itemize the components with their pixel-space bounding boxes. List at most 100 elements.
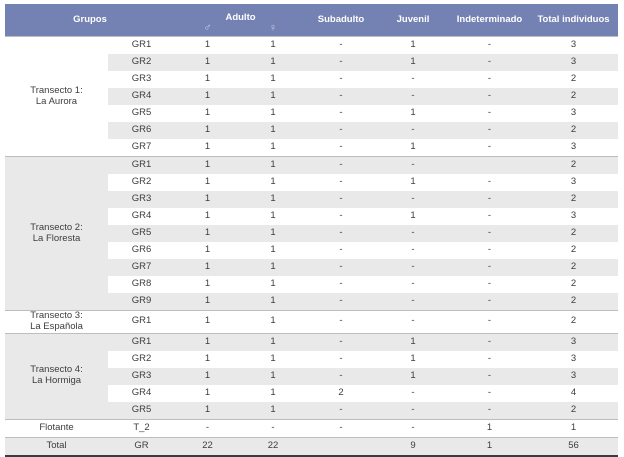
value-cell: 1	[240, 367, 307, 385]
value-cell: 1	[204, 278, 211, 290]
value-cell: -	[450, 225, 530, 242]
group-id-cell: GR3	[131, 73, 152, 85]
value-cell: 1	[240, 156, 307, 174]
table-header: Grupos Adulto Subadulto Juvenil Indeterm…	[5, 4, 619, 37]
value-cell: 3	[570, 141, 577, 153]
table-row: Transecto 1: La Aurora GR1 1 1-1-3	[5, 36, 619, 157]
table-row: GR7 1 1- - -2	[5, 259, 619, 276]
section-label-cell: Transecto 1: La Aurora	[5, 36, 108, 157]
value-cell: 2	[570, 244, 577, 256]
value-cell: 1	[204, 107, 211, 119]
value-cell: 56	[529, 436, 619, 456]
value-cell: 1	[270, 141, 276, 153]
table-row: GR7 1 1 - 1 - 3	[5, 139, 618, 157]
value-cell: -	[306, 401, 377, 420]
group-id-cell: GR4	[108, 88, 175, 105]
value-cell: 3	[529, 367, 619, 385]
value-cell: -	[411, 386, 415, 398]
table-row: Total GR 22 22 9 1 56	[5, 436, 619, 456]
group-id-cell: GR5	[108, 225, 175, 242]
value-cell: -	[450, 293, 530, 311]
value-cell: -	[411, 278, 415, 290]
value-cell: 1	[410, 141, 416, 153]
value-cell: 1	[410, 352, 416, 364]
value-cell: -	[306, 293, 377, 311]
value-cell: 1	[175, 122, 240, 139]
value-cell: -	[487, 352, 492, 364]
value-cell	[306, 436, 377, 456]
table-row: GR3 1 1-1-3	[5, 367, 619, 385]
value-cell: 2	[570, 278, 577, 290]
header-total-individuos: Total individuos	[529, 4, 619, 37]
value-cell: -	[450, 367, 530, 385]
section-label-line: La Española	[30, 320, 83, 332]
group-id-cell: GR5	[131, 107, 152, 119]
table-row: GR3 1 1- - -2	[5, 191, 619, 208]
value-cell: -	[339, 176, 343, 188]
value-cell: -	[339, 244, 343, 256]
table-row: GR4 1 1 2 - - 4	[5, 385, 618, 402]
value-cell	[450, 156, 530, 174]
value-cell: 1	[376, 54, 451, 71]
value-cell: 1	[376, 332, 451, 351]
value-cell: -	[306, 310, 377, 334]
value-cell: -	[487, 210, 492, 222]
value-cell: 1	[175, 293, 240, 311]
value-cell: -	[376, 418, 451, 438]
value-cell: -	[306, 418, 377, 438]
value-cell: 2	[529, 401, 619, 420]
table-row: Transecto 3: La Española GR1 1 1- - -2	[5, 310, 619, 334]
table-row: GR9 1 1- - -2	[5, 293, 619, 311]
group-id-cell: GR8	[131, 278, 152, 290]
value-cell: 1	[175, 54, 240, 71]
value-cell: -	[339, 107, 343, 119]
value-cell: 2	[570, 73, 577, 85]
value-cell: 1	[175, 88, 240, 105]
table-row: GR2 1 1-1-3	[5, 54, 619, 71]
value-cell: 1	[270, 386, 276, 398]
group-id-cell: GR6	[108, 122, 175, 139]
value-cell: 3	[570, 210, 577, 222]
value-cell: 1	[240, 54, 307, 71]
value-cell: -	[487, 176, 492, 188]
value-cell: 1	[204, 210, 211, 222]
value-cell: 9	[376, 436, 451, 456]
value-cell: -	[487, 73, 492, 85]
group-id-cell: GR4	[131, 386, 152, 398]
value-cell: -	[306, 332, 377, 351]
section-label-cell: Total	[5, 436, 108, 456]
value-cell: 4	[570, 386, 577, 398]
section-label-line: Transecto 2:	[30, 221, 83, 233]
group-id-cell: T_2	[108, 418, 175, 438]
value-cell: -	[376, 156, 451, 174]
value-cell: 3	[570, 352, 577, 364]
value-cell: 2	[529, 122, 619, 139]
value-cell: -	[306, 191, 377, 208]
group-id-cell: GR	[108, 436, 175, 456]
value-cell: 1	[204, 73, 211, 85]
value-cell: -	[376, 122, 451, 139]
table-row: GR6 1 1 - - - 2	[5, 242, 618, 259]
section-label-cell: Flotante	[5, 418, 108, 438]
group-id-cell: GR2	[131, 176, 152, 188]
value-cell: -	[450, 36, 530, 54]
table-row: GR5 1 1- - -2	[5, 401, 619, 420]
value-cell: 1	[240, 293, 307, 311]
value-cell: 1	[270, 107, 276, 119]
value-cell: -	[306, 88, 377, 105]
table-body: Transecto 1: La Aurora GR1 1 1-1-3 GR2 1 1-1-3 G…	[5, 36, 619, 456]
value-cell: 3	[529, 54, 619, 71]
value-cell: 2	[529, 225, 619, 242]
section-label-line: Flotante	[39, 421, 74, 433]
value-cell: 1	[175, 310, 240, 334]
value-cell: -	[487, 278, 492, 290]
table-row: GR4 1 1 - 1 - 3	[5, 208, 618, 225]
section-label-line: Transecto 3:	[30, 310, 83, 321]
header-adulto: Adulto	[175, 4, 307, 23]
value-cell: 1	[450, 436, 530, 456]
value-cell: 1	[240, 36, 307, 54]
value-cell: -	[339, 352, 343, 364]
table-row: GR3 1 1- - -2	[5, 71, 618, 88]
group-id-cell: GR9	[108, 293, 175, 311]
value-cell: -	[376, 225, 451, 242]
